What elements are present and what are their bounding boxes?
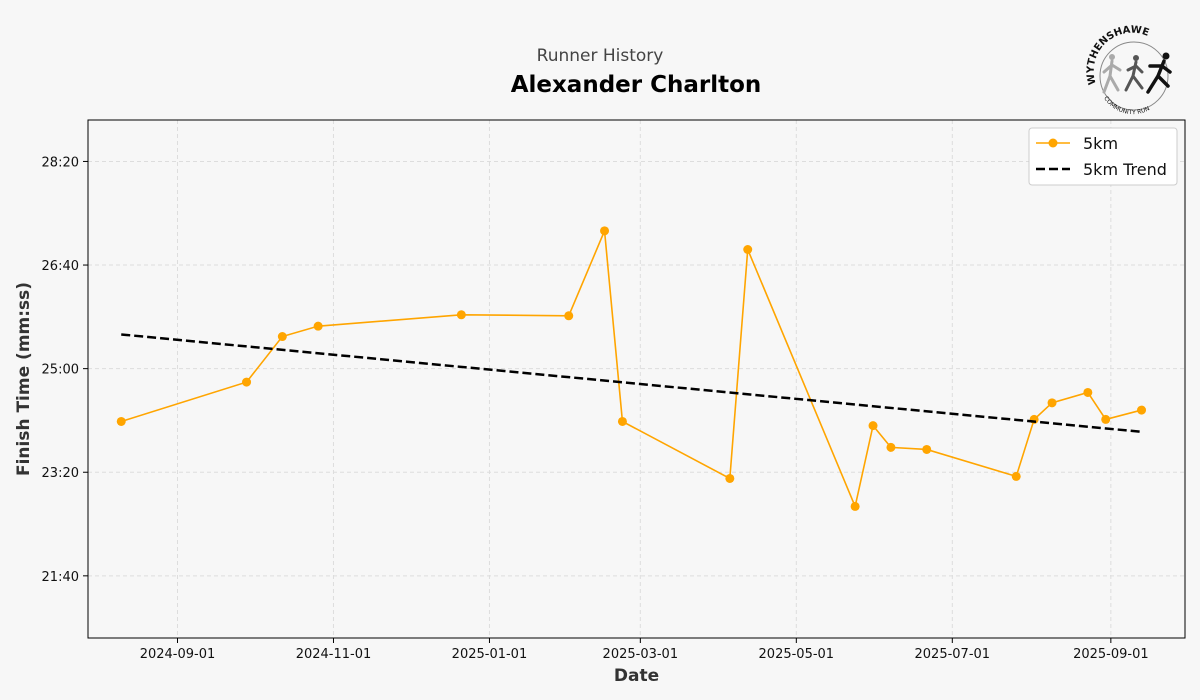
x-tick-label: 2025-01-01	[452, 647, 528, 662]
y-tick-label: 21:40	[42, 570, 79, 585]
x-tick-label: 2025-09-01	[1073, 647, 1149, 662]
y-tick-label: 23:20	[42, 466, 79, 481]
data-point	[868, 421, 878, 431]
data-point	[725, 473, 735, 483]
legend-marker	[1048, 138, 1058, 148]
data-point	[1011, 471, 1021, 481]
chart-subtitle: Runner History	[536, 46, 664, 66]
data-point	[600, 226, 610, 236]
data-point	[850, 501, 860, 511]
data-point	[116, 416, 126, 426]
runners-logo-icon: WYTHENSHAWE COMMUNITY RUN	[1086, 24, 1172, 116]
data-point	[886, 442, 896, 452]
x-tick-label: 2025-03-01	[603, 647, 679, 662]
chart-legend: 5km 5km Trend	[1028, 127, 1178, 186]
series-line-5km-trend	[121, 333, 1142, 434]
series-line-5km	[121, 230, 1142, 510]
legend-label: 5km Trend	[1083, 160, 1167, 179]
y-tick-label: 28:20	[42, 155, 79, 170]
y-tick-label: 26:40	[42, 259, 79, 274]
legend-label: 5km	[1083, 134, 1118, 153]
x-tick-label: 2025-07-01	[915, 647, 991, 662]
y-tick-label: 25:00	[42, 363, 79, 378]
data-point	[564, 311, 574, 321]
data-point	[922, 444, 932, 454]
data-point	[743, 245, 753, 254]
x-tick-label: 2024-09-01	[140, 647, 216, 662]
plot-area-frame	[87, 119, 1186, 639]
data-point	[617, 416, 627, 426]
x-tick-label: 2025-05-01	[759, 647, 835, 662]
data-point	[1101, 414, 1111, 424]
data-point	[1047, 398, 1057, 408]
data-point	[313, 321, 323, 331]
y-axis-label: Finish Time (mm:ss)	[14, 282, 34, 476]
x-tick-label: 2024-11-01	[296, 647, 372, 662]
x-axis-label: Date	[614, 666, 659, 686]
data-point	[277, 332, 287, 342]
data-point	[456, 310, 466, 320]
data-point	[1083, 387, 1093, 397]
data-point	[242, 377, 252, 387]
data-point	[1137, 405, 1147, 415]
chart-title: Alexander Charlton	[510, 72, 762, 98]
